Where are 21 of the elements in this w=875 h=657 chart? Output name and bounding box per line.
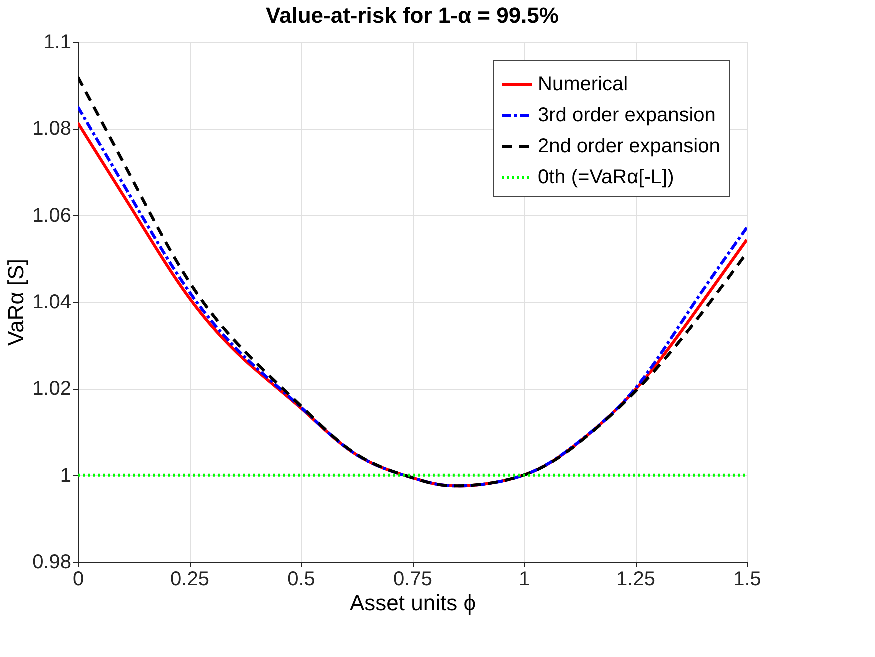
- x-tick-label: 1: [518, 568, 530, 590]
- y-tick-label: 1.08: [32, 118, 72, 140]
- legend-label: 0th (=VaRα[-L]): [538, 166, 674, 188]
- x-tick-label: 0: [72, 568, 84, 590]
- legend-label: Numerical: [538, 74, 628, 96]
- y-tick-label: 1.04: [32, 292, 72, 314]
- x-tick-label: 1.25: [616, 568, 656, 590]
- chart-title: Value-at-risk for 1-α = 99.5%: [266, 3, 559, 28]
- x-axis-title: Asset units ϕ: [350, 590, 476, 616]
- x-tick-label: 0.5: [288, 568, 316, 590]
- y-axis-title: VaRα [S]: [4, 259, 29, 346]
- x-tick-label: 1.5: [734, 568, 762, 590]
- y-tick-label: 1.02: [32, 378, 72, 400]
- legend-label: 2nd order expansion: [538, 136, 720, 158]
- y-tick-label: 1.06: [32, 204, 72, 227]
- x-tick-label: 0.25: [170, 568, 210, 590]
- y-tick-label: 1.1: [44, 32, 72, 54]
- x-tick-label: 0.75: [394, 568, 432, 590]
- legend-label: 3rd order expansion: [538, 104, 716, 126]
- y-tick-label: 0.98: [32, 552, 72, 574]
- y-tick-label: 1: [60, 464, 72, 487]
